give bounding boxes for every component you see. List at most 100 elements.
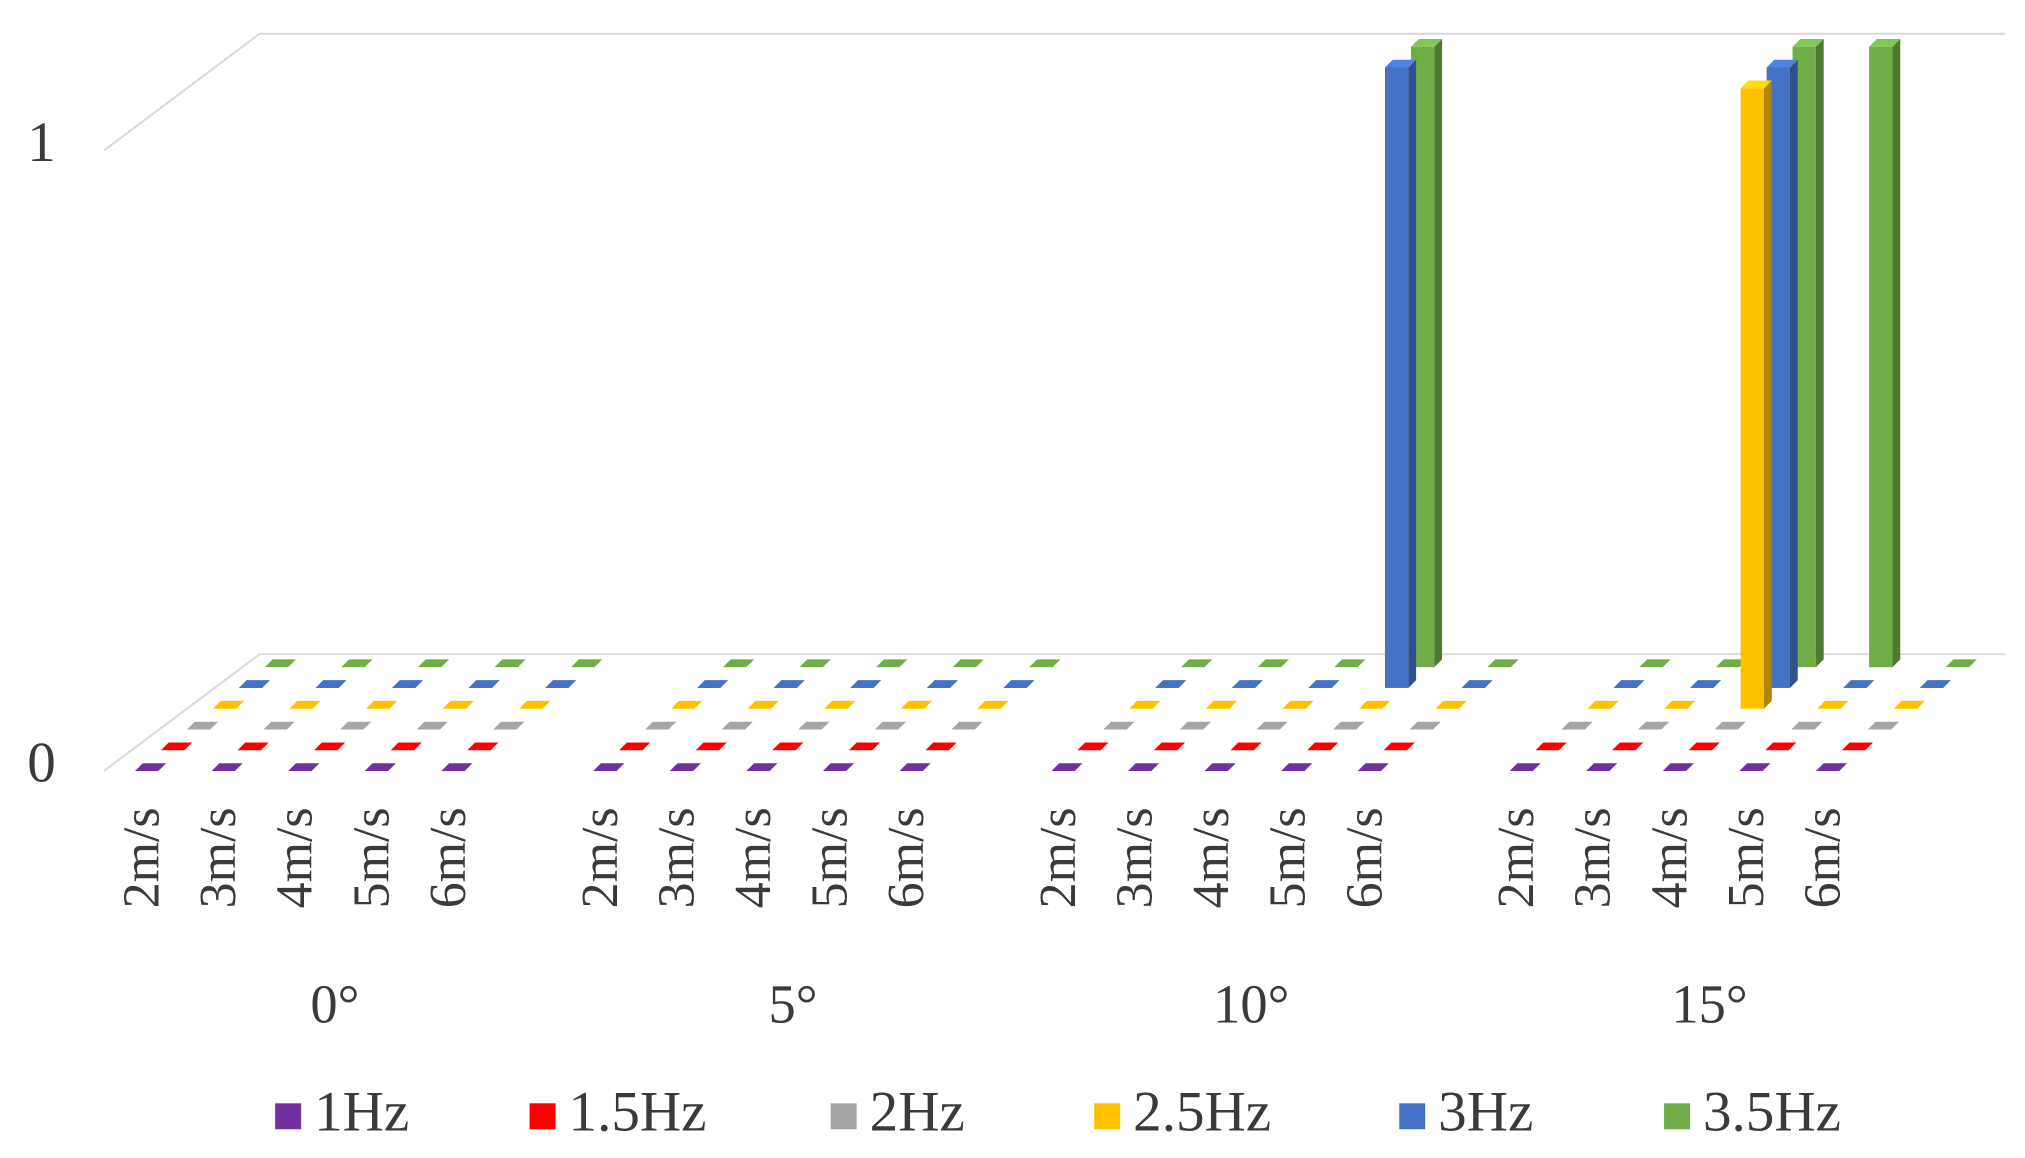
bar-top: [798, 721, 830, 730]
bar-top: [1410, 38, 1443, 47]
group-label: 0°: [310, 973, 359, 1034]
bar-top: [1257, 659, 1289, 668]
bar: [1409, 721, 1441, 730]
bar-top: [288, 763, 320, 772]
y-tick-label: 0: [27, 732, 56, 795]
bar-top: [417, 659, 450, 668]
bar-top: [1869, 38, 1901, 47]
bar: [1435, 700, 1467, 709]
bar: [1307, 742, 1339, 751]
bar-top: [822, 763, 855, 772]
bar-top: [263, 721, 295, 730]
bar: [468, 680, 500, 688]
bar-top: [1841, 742, 1874, 751]
x-tick-label: 6m/s: [1336, 807, 1393, 908]
bar-top: [1867, 721, 1899, 730]
x-tick-label: 6m/s: [1795, 807, 1852, 908]
bar: [619, 742, 651, 751]
bar: [1869, 38, 1901, 668]
bar: [848, 742, 881, 751]
bar: [212, 700, 245, 709]
x-tick-label: 4m/s: [1183, 807, 1240, 908]
bar: [519, 700, 551, 709]
bar: [1714, 721, 1746, 730]
bar-top: [1766, 59, 1798, 68]
bar-top: [1739, 763, 1771, 772]
bar: [263, 721, 295, 730]
bar-top: [1127, 763, 1160, 772]
bar: [545, 680, 577, 688]
bar: [364, 763, 396, 772]
bar-top: [1613, 680, 1645, 688]
bar: [977, 700, 1009, 709]
bar: [467, 742, 499, 751]
bar-top: [160, 742, 193, 751]
bar: [1792, 38, 1824, 668]
bar: [593, 763, 625, 772]
bar: [1791, 721, 1823, 730]
bar-top: [593, 763, 625, 772]
legend-swatch: [1094, 1103, 1121, 1130]
x-tick-label: 5m/s: [1260, 807, 1317, 908]
group-label: 5°: [769, 973, 818, 1034]
bar: [1077, 742, 1109, 751]
bar-top: [876, 659, 908, 668]
bar-top: [467, 742, 499, 751]
bar-top: [1205, 700, 1237, 709]
bar: [952, 659, 984, 668]
bar: [926, 680, 958, 688]
bar-top: [747, 700, 779, 709]
bar: [1817, 700, 1849, 709]
bar: [571, 659, 603, 668]
bar: [1230, 742, 1262, 751]
bar: [1740, 80, 1772, 709]
bar: [1359, 700, 1391, 709]
bar-top: [1409, 721, 1441, 730]
bar-top: [977, 700, 1009, 709]
bar-top: [441, 763, 473, 772]
bar: [773, 680, 805, 688]
bar: [314, 742, 346, 751]
bar: [1664, 700, 1696, 709]
bar: [1051, 763, 1083, 772]
bar-top: [1638, 721, 1670, 730]
bar-side: [1892, 38, 1901, 668]
bar-front: [1766, 67, 1790, 688]
bar-top: [1384, 59, 1417, 68]
bar: [1205, 700, 1237, 709]
bar-top: [951, 721, 983, 730]
bar-top: [391, 680, 424, 688]
legend-label: 3.5Hz: [1703, 1081, 1841, 1144]
bar-top: [1029, 659, 1061, 668]
bar-top: [1051, 763, 1083, 772]
bar: [315, 680, 347, 688]
bar-top: [468, 680, 500, 688]
bar: [1638, 721, 1670, 730]
bar-top: [134, 763, 167, 772]
bar: [1739, 763, 1771, 772]
bar-top: [746, 763, 778, 772]
x-tick-label: 5m/s: [343, 807, 400, 908]
x-tick-label: 2m/s: [1488, 807, 1545, 908]
x-tick-label: 5m/s: [802, 807, 859, 908]
bar: [1179, 721, 1212, 730]
bar-top: [571, 659, 603, 668]
bar-top: [1662, 763, 1694, 772]
bar-top: [1308, 680, 1340, 688]
bar-top: [366, 700, 398, 709]
legend-label: 1.5Hz: [569, 1081, 707, 1144]
plot-area: 0 1 2m/s 3m/s 4m/s 5m/s 6m/s 0° 2m/s 3m/s 4m/s 5m/s…: [27, 32, 2006, 1144]
bar: [721, 721, 753, 730]
bar-top: [669, 763, 701, 772]
bar: [645, 721, 677, 730]
legend-swatch: [830, 1103, 857, 1130]
x-tick-label: 6m/s: [878, 807, 935, 908]
bar: [264, 659, 296, 668]
bar: [746, 763, 778, 772]
bar-top: [314, 742, 346, 751]
bar: [695, 742, 727, 751]
bar-top: [237, 742, 269, 751]
bar: [1155, 680, 1187, 688]
bar-top: [186, 721, 219, 730]
bar-top: [211, 763, 243, 772]
